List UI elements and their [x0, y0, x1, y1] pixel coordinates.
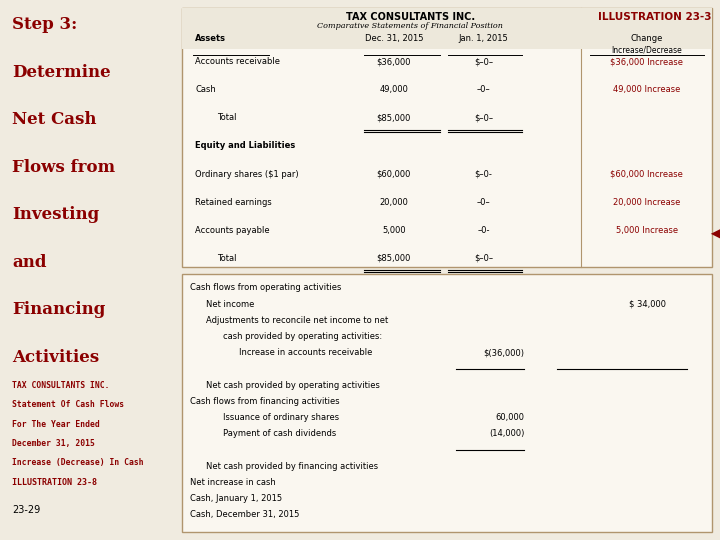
Text: 60,000: 60,000 [495, 413, 524, 422]
Text: 23-29: 23-29 [12, 505, 40, 515]
Bar [182, 8, 712, 49]
Text: Payment of cash dividends: Payment of cash dividends [222, 429, 336, 438]
Text: Activities: Activities [12, 349, 99, 366]
Text: $–0–: $–0– [474, 113, 493, 123]
Text: 49,000: 49,000 [379, 85, 408, 94]
Text: $–0–: $–0– [474, 254, 493, 263]
Text: Retained earnings: Retained earnings [195, 198, 272, 207]
Text: $85,000: $85,000 [377, 113, 411, 123]
Text: Net cash provided by financing activities: Net cash provided by financing activitie… [207, 462, 379, 471]
Text: –0-: –0- [477, 226, 490, 235]
Text: Total: Total [217, 254, 237, 263]
Text: Cash, December 31, 2015: Cash, December 31, 2015 [190, 510, 300, 519]
Text: Net Cash: Net Cash [12, 111, 97, 128]
Text: $36,000: $36,000 [377, 57, 411, 66]
Text: Dec. 31, 2015: Dec. 31, 2015 [364, 34, 423, 43]
Text: For The Year Ended: For The Year Ended [12, 420, 100, 429]
Text: Increase (Decrease) In Cash: Increase (Decrease) In Cash [12, 458, 144, 468]
Text: 5,000 Increase: 5,000 Increase [616, 226, 678, 235]
Text: Flows from: Flows from [12, 159, 115, 176]
Text: December 31, 2015: December 31, 2015 [12, 439, 95, 448]
Text: Statement Of Cash Flows: Statement Of Cash Flows [12, 400, 125, 409]
Text: Change: Change [631, 34, 663, 43]
Text: Total: Total [217, 113, 237, 123]
Text: $36,000 Increase: $36,000 Increase [610, 57, 683, 66]
Text: Comparative Statements of Financial Position: Comparative Statements of Financial Posi… [318, 22, 503, 30]
Text: Cash, January 1, 2015: Cash, January 1, 2015 [190, 494, 282, 503]
Text: $85,000: $85,000 [377, 254, 411, 263]
Text: Investing: Investing [12, 206, 99, 223]
Text: Jan. 1, 2015: Jan. 1, 2015 [459, 34, 508, 43]
Text: Assets: Assets [195, 34, 226, 43]
Text: Ordinary shares ($1 par): Ordinary shares ($1 par) [195, 170, 299, 179]
Text: 5,000: 5,000 [382, 226, 405, 235]
Text: $–0–: $–0– [474, 57, 493, 66]
Text: $ 34,000: $ 34,000 [629, 300, 665, 309]
Text: Equity and Liabilities: Equity and Liabilities [195, 141, 296, 151]
Text: Increase/Decrease: Increase/Decrease [611, 46, 682, 55]
Text: $60,000: $60,000 [377, 170, 411, 179]
Bar [182, 8, 712, 267]
Text: Cash flows from operating activities: Cash flows from operating activities [190, 284, 341, 293]
Text: $(36,000): $(36,000) [483, 348, 524, 357]
Text: ILLUSTRATION 23-8: ILLUSTRATION 23-8 [12, 478, 97, 487]
Text: TAX CONSULTANTS INC.: TAX CONSULTANTS INC. [346, 12, 474, 23]
Bar [182, 274, 712, 532]
Text: –0–: –0– [477, 198, 490, 207]
Text: $60,000 Increase: $60,000 Increase [610, 170, 683, 179]
Text: (14,000): (14,000) [489, 429, 524, 438]
Text: Financing: Financing [12, 301, 106, 318]
Text: 20,000 Increase: 20,000 Increase [613, 198, 680, 207]
Text: cash provided by operating activities:: cash provided by operating activities: [222, 332, 382, 341]
Text: Increase in accounts receivable: Increase in accounts receivable [239, 348, 372, 357]
Text: Net income: Net income [207, 300, 255, 309]
Text: Step 3:: Step 3: [12, 16, 78, 33]
Text: 49,000 Increase: 49,000 Increase [613, 85, 680, 94]
Text: ILLUSTRATION 23-3: ILLUSTRATION 23-3 [598, 12, 712, 23]
Text: Accounts payable: Accounts payable [195, 226, 270, 235]
Text: $–0-: $–0- [474, 170, 492, 179]
Text: Accounts receivable: Accounts receivable [195, 57, 280, 66]
Text: Issuance of ordinary shares: Issuance of ordinary shares [222, 413, 338, 422]
Text: TAX CONSULTANTS INC.: TAX CONSULTANTS INC. [12, 381, 110, 390]
Text: Net increase in cash: Net increase in cash [190, 478, 276, 487]
Text: and: and [12, 254, 47, 271]
Text: –0–: –0– [477, 85, 490, 94]
Text: Cash: Cash [195, 85, 216, 94]
Text: Net cash provided by operating activities: Net cash provided by operating activitie… [207, 381, 380, 390]
Text: Adjustments to reconcile net income to net: Adjustments to reconcile net income to n… [207, 316, 389, 325]
Text: 20,000: 20,000 [379, 198, 408, 207]
Text: Cash flows from financing activities: Cash flows from financing activities [190, 397, 340, 406]
Text: Determine: Determine [12, 64, 111, 80]
